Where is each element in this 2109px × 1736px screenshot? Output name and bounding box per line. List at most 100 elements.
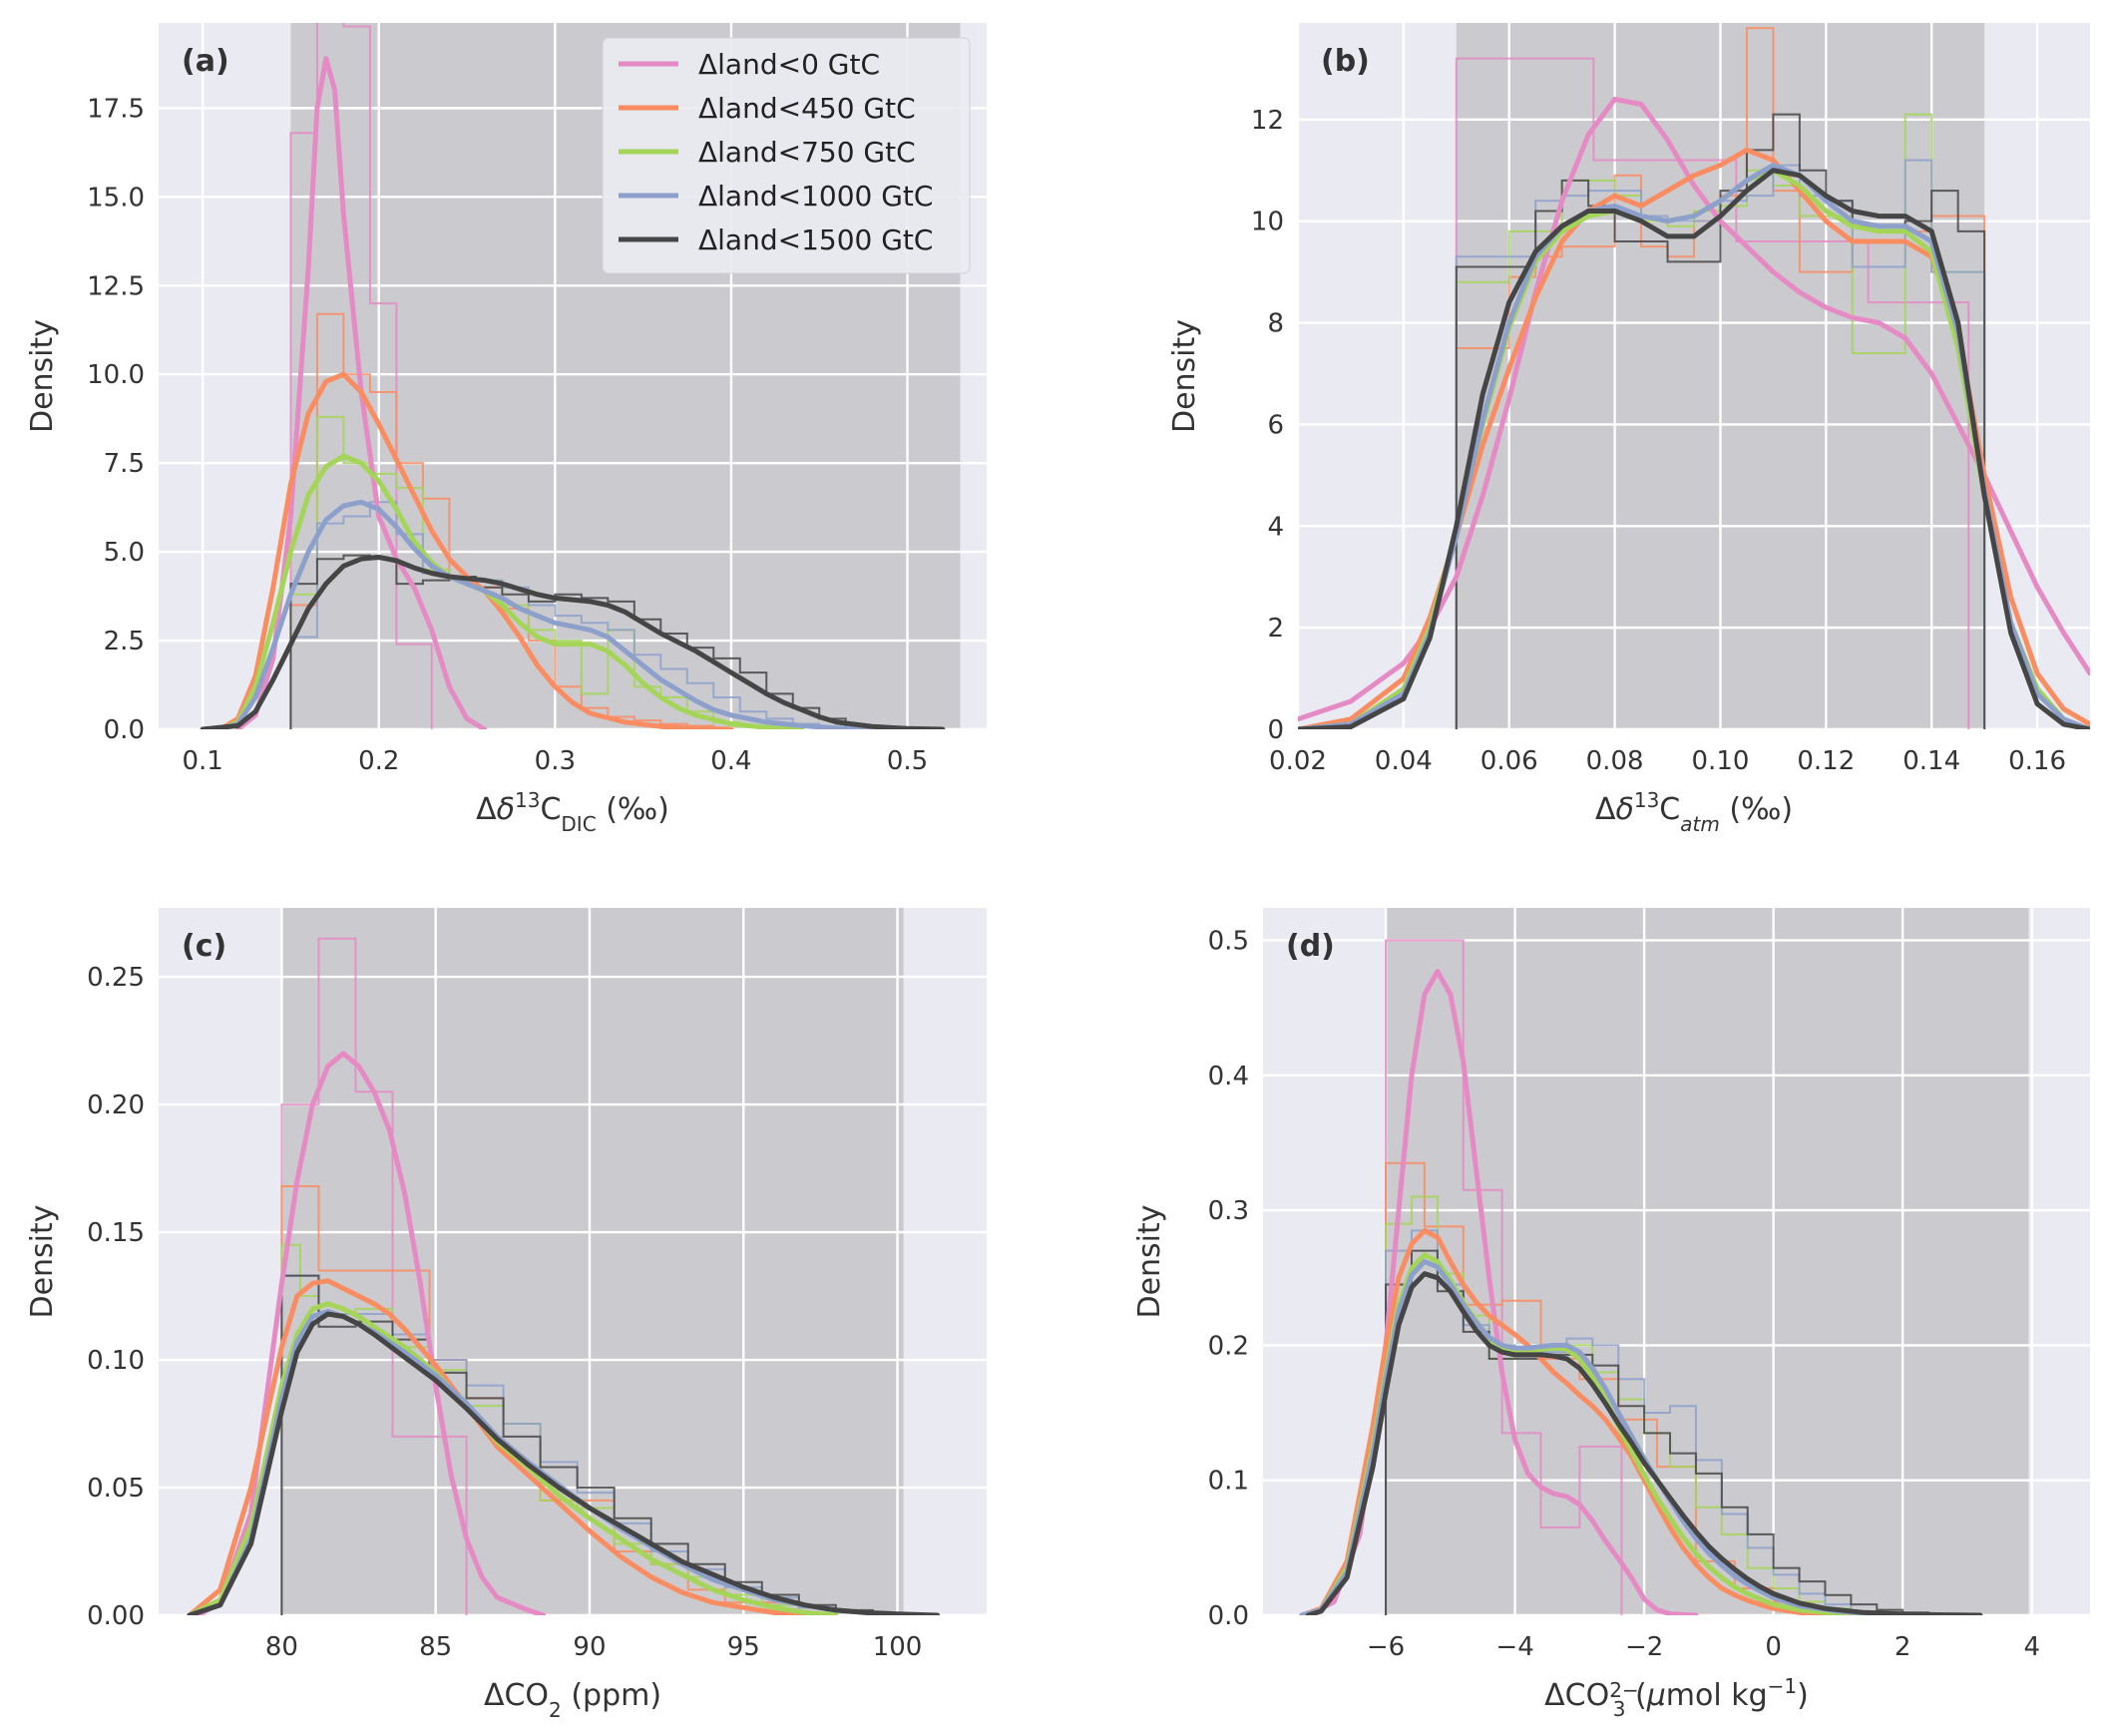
x-tick-label: 0.14 <box>1902 746 1960 776</box>
x-axis-label-part: (‰) <box>597 792 669 827</box>
histogram-steps <box>289 23 433 729</box>
y-tick-label: 2.5 <box>104 627 145 656</box>
y-tick-label: 10.0 <box>87 360 145 390</box>
shaded-range <box>1386 908 2029 1615</box>
kde-line <box>187 1311 941 1615</box>
x-axis-label-part: Δ <box>476 792 497 827</box>
x-tick-label: 0 <box>1765 1632 1782 1662</box>
x-axis-label-sub: 3 <box>1613 1697 1626 1721</box>
x-axis-label: ΔCO2− 3 (μmol kg−1) <box>1544 1674 1809 1721</box>
x-tick-label: 0.06 <box>1480 746 1538 776</box>
y-tick-label: 0 <box>1267 715 1284 745</box>
x-axis-label: ΔCO2 (ppm) <box>484 1678 661 1722</box>
kde-line <box>1305 969 1699 1615</box>
x-axis-label-part: (‰) <box>1720 792 1793 827</box>
x-axis-label-part: (ppm) <box>562 1678 661 1713</box>
histogram-steps <box>1385 1249 1930 1615</box>
x-axis-label-part: ΔCO <box>1544 1678 1609 1713</box>
y-tick-label: 8 <box>1267 309 1284 339</box>
x-axis-label-part: mol kg <box>1666 1678 1768 1713</box>
legend-label: Δland<0 GtC <box>698 48 880 81</box>
panel-b: 0.02 0.04 0.06 0.08 0.10 0.12 0.14 0.16 0 2 4 6 8 10 1… <box>1167 23 2090 836</box>
x-tick-label: 0.10 <box>1692 746 1750 776</box>
histogram-steps <box>1385 939 1623 1615</box>
y-axis-label: Density <box>1132 1204 1167 1318</box>
x-tick-label: 0.04 <box>1375 746 1433 776</box>
y-tick-label: 4 <box>1267 512 1284 542</box>
x-axis-label-part: 2 <box>549 1698 562 1722</box>
y-tick-label: 0.5 <box>1208 926 1249 956</box>
x-axis-label-part: δ <box>497 792 515 827</box>
x-tick-label: 4 <box>2023 1632 2040 1662</box>
y-tick-label: 0.15 <box>87 1218 145 1248</box>
x-axis-label-part: −1 <box>1768 1674 1797 1698</box>
y-tick-label: 0.10 <box>87 1346 145 1376</box>
y-tick-label: 0.2 <box>1208 1331 1249 1361</box>
x-tick-label: 0.4 <box>710 746 751 776</box>
x-axis-label-part: Δ <box>1595 792 1616 827</box>
y-tick-label: 17.5 <box>87 94 145 124</box>
x-tick-label: 0.2 <box>358 746 399 776</box>
panel-label: (b) <box>1321 44 1370 79</box>
y-axis-label: Density <box>25 1204 60 1318</box>
x-tick-label: 2 <box>1895 1632 1911 1662</box>
x-axis-label-part: 13 <box>515 788 540 812</box>
x-tick-label: 100 <box>873 1632 923 1662</box>
panel-c: 80 85 90 95 100 0.00 0.05 0.10 0.15 0.20 0.25 (c) De… <box>25 908 987 1722</box>
panel-d: −6 −4 −2 0 2 4 0.0 0.1 0.2 0.3 0.4 0.5 (d) Density ΔCO… <box>1132 908 2090 1721</box>
y-tick-label: 0.1 <box>1208 1467 1249 1497</box>
x-tick-label: 0.08 <box>1586 746 1644 776</box>
legend-box <box>602 37 971 274</box>
kde-line <box>1299 1252 1880 1615</box>
x-tick-label: 0.1 <box>182 746 222 776</box>
x-axis-label-part: DIC <box>561 812 596 836</box>
x-axis-label-part: ΔCO <box>484 1678 549 1713</box>
kde-line <box>217 371 734 729</box>
y-tick-label: 2 <box>1267 614 1284 644</box>
y-tick-label: 0.20 <box>87 1090 145 1120</box>
x-tick-label: 0.16 <box>2008 746 2066 776</box>
kde-line <box>196 1051 547 1615</box>
y-tick-label: 0.25 <box>87 963 145 993</box>
x-tick-label: 95 <box>727 1632 760 1662</box>
x-tick-label: 0.02 <box>1269 746 1327 776</box>
x-axis-label-part: 13 <box>1634 788 1659 812</box>
x-axis-label: Δδ13CDIC (‰) <box>476 788 669 836</box>
x-tick-label: 80 <box>265 1632 298 1662</box>
y-axis-label: Density <box>25 319 60 433</box>
x-tick-label: 90 <box>573 1632 606 1662</box>
y-tick-label: 0.05 <box>87 1474 145 1504</box>
legend-label: Δland<750 GtC <box>698 136 916 169</box>
x-axis-label-part: ( <box>1625 1678 1646 1713</box>
y-tick-label: 7.5 <box>104 449 145 479</box>
x-tick-label: 0.3 <box>535 746 576 776</box>
panel-label: (d) <box>1286 929 1335 964</box>
panel-label: (a) <box>182 44 229 79</box>
shaded-range <box>281 908 904 1615</box>
y-tick-label: 0.00 <box>87 1601 145 1631</box>
histogram-steps <box>280 1274 874 1615</box>
y-tick-label: 0.0 <box>1208 1601 1249 1631</box>
y-tick-label: 6 <box>1267 410 1284 440</box>
y-tick-label: 12 <box>1251 106 1284 136</box>
y-tick-label: 0.3 <box>1208 1196 1249 1226</box>
kde-line <box>187 1278 808 1615</box>
y-tick-label: 5.0 <box>104 538 145 568</box>
kde-line <box>1305 1271 1983 1615</box>
kde-line <box>1299 1259 1918 1615</box>
x-tick-label: −6 <box>1367 1632 1405 1662</box>
x-axis-label-part: δ <box>1615 792 1633 827</box>
x-axis-label-part: C <box>1659 792 1680 827</box>
panel-label: (c) <box>182 929 226 964</box>
x-tick-label: 0.5 <box>887 746 928 776</box>
y-tick-label: 10 <box>1251 208 1284 237</box>
kde-line <box>1298 96 2090 722</box>
legend-label: Δland<1500 GtC <box>698 223 933 256</box>
x-axis-label-part: μ <box>1646 1678 1666 1713</box>
x-tick-label: −4 <box>1495 1632 1533 1662</box>
x-axis-label-part: ) <box>1797 1678 1809 1713</box>
kde-line <box>235 56 488 729</box>
y-tick-label: 12.5 <box>87 271 145 301</box>
x-tick-label: 0.12 <box>1797 746 1855 776</box>
